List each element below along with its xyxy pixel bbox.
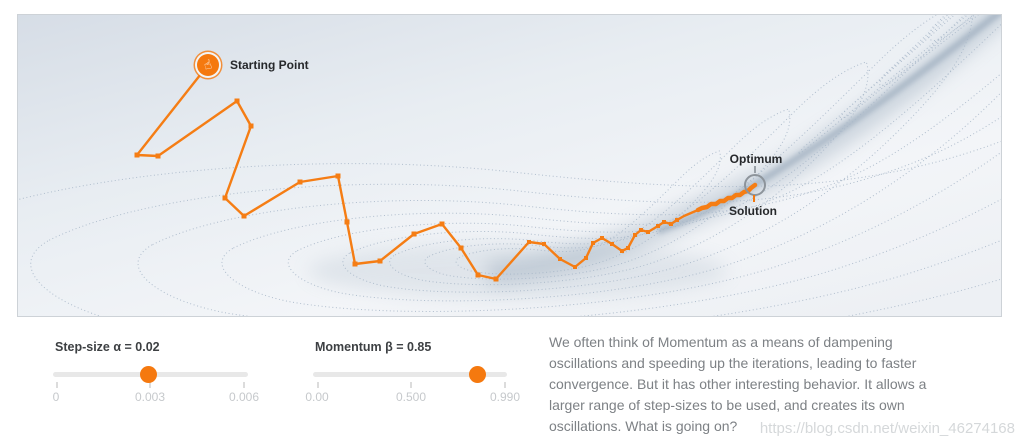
momentum-ticklabel-0: 0.00	[305, 390, 329, 404]
momentum-ticklabel-1: 0.500	[395, 390, 427, 404]
step-size-slider: 0 0.003 0.006	[53, 360, 259, 420]
step-size-ticklabel-1: 0.003	[134, 390, 166, 404]
step-size-tickmark-0	[56, 382, 58, 388]
starting-point-handle[interactable]: ☝	[197, 54, 219, 76]
momentum-slider: 0.00 0.500 0.990	[305, 360, 520, 420]
step-size-tickmark-1	[149, 382, 151, 388]
momentum-tickmark-0	[317, 382, 319, 388]
step-size-ticklabel-2: 0.006	[228, 390, 260, 404]
momentum-track[interactable]	[313, 372, 507, 377]
contour-plot: ☝ Starting Point Optimum Solution	[17, 14, 1002, 317]
momentum-label: Momentum β = 0.85	[315, 340, 432, 354]
momentum-tickmark-1	[410, 382, 412, 388]
step-size-handle[interactable]	[140, 366, 157, 383]
solution-label: Solution	[729, 204, 777, 218]
step-size-ticklabel-0: 0	[52, 390, 60, 404]
optimum-label: Optimum	[729, 152, 783, 166]
starting-point-label: Starting Point	[230, 58, 309, 72]
contour-background	[18, 15, 1001, 316]
momentum-ticklabel-2: 0.990	[489, 390, 521, 404]
solution-marker	[744, 174, 766, 196]
step-size-tickmark-2	[243, 382, 245, 388]
momentum-handle[interactable]	[469, 366, 486, 383]
optimum-tick	[754, 166, 756, 173]
contour-lines	[18, 15, 1001, 316]
watermark-url: https://blog.csdn.net/weixin_46274168	[759, 420, 1015, 437]
momentum-tickmark-2	[504, 382, 506, 388]
hand-pointer-icon: ☝	[202, 56, 214, 74]
description-paragraph: We often think of Momentum as a means of…	[549, 334, 927, 434]
solution-tick	[753, 195, 755, 202]
step-size-label: Step-size α = 0.02	[55, 340, 160, 354]
